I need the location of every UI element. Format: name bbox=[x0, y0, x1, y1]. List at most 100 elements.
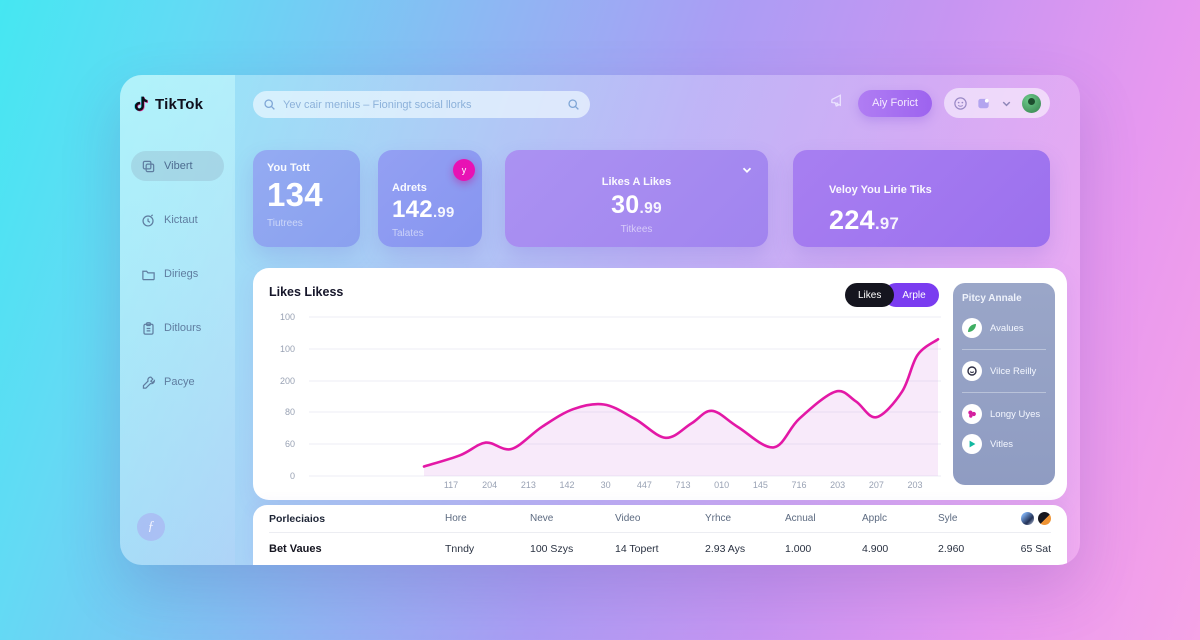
search-input[interactable] bbox=[283, 98, 560, 111]
header-actions: Aiy Forict bbox=[829, 88, 1050, 118]
leaf-icon bbox=[962, 318, 982, 338]
table-header-cell: Hore bbox=[445, 513, 467, 524]
message-icon[interactable] bbox=[976, 96, 991, 111]
panel-item-longy-uyes[interactable]: Longy Uyes bbox=[962, 399, 1046, 429]
table-header-cell bbox=[1008, 512, 1051, 525]
x-tick-label: 716 bbox=[791, 480, 807, 490]
table-cell: 65 Sat bbox=[1020, 542, 1051, 555]
search-icon bbox=[264, 99, 275, 110]
table-header-cell: Yrhce bbox=[705, 513, 732, 524]
sidebar-item-pacye[interactable]: Pacye bbox=[131, 367, 224, 397]
x-tick-label: 204 bbox=[482, 480, 498, 490]
panel-item-label: Avalues bbox=[990, 322, 1024, 334]
card-chevron-icon[interactable] bbox=[740, 163, 754, 182]
panel-item-avalues[interactable]: Avalues bbox=[962, 313, 1046, 343]
header-avatars bbox=[1008, 512, 1051, 525]
table-header-cell: Applc bbox=[862, 513, 888, 524]
flower-icon bbox=[962, 404, 982, 424]
sidebar-item-diriegs[interactable]: Diriegs bbox=[131, 259, 224, 289]
y-tick-label: 60 bbox=[284, 439, 295, 450]
table-cell: Tnndy bbox=[445, 542, 475, 555]
chart-legend-toggle: Likes Arple bbox=[845, 283, 939, 307]
card-title: You Tott bbox=[267, 162, 310, 174]
y-tick-label: 100 bbox=[279, 343, 295, 354]
x-tick-label: 203 bbox=[830, 480, 846, 490]
stats-cards: You Tott 134 Tiutrees Adrets 142.99 Talates y L… bbox=[253, 150, 1067, 247]
card-value-fraction: .99 bbox=[639, 200, 662, 217]
sidebar-item-label: Kictaut bbox=[164, 214, 198, 226]
table-cell: 1.000 bbox=[785, 542, 812, 555]
legend-pill-likes[interactable]: Likes bbox=[845, 283, 895, 307]
chevron-down-icon[interactable] bbox=[999, 96, 1014, 111]
sidebar-item-ditlours[interactable]: Ditlours bbox=[131, 313, 224, 343]
x-tick-label: 145 bbox=[752, 480, 768, 490]
y-tick-label: 100 bbox=[279, 312, 295, 322]
card-title: Veloy You Lirie Tiks bbox=[829, 184, 932, 196]
user-avatar[interactable] bbox=[1022, 93, 1041, 113]
panel-item-vilce-reilly[interactable]: Vilce Reilly bbox=[962, 356, 1046, 386]
stat-card[interactable]: Veloy You Lirie Tiks 224.97 bbox=[793, 150, 1050, 247]
x-tick-label: 203 bbox=[907, 480, 923, 490]
sidebar-item-vibert[interactable]: Vibert bbox=[131, 151, 224, 181]
table-header-cell: Neve bbox=[530, 513, 554, 524]
search-icon-right[interactable] bbox=[567, 98, 580, 111]
card-value-fraction: .99 bbox=[432, 205, 455, 221]
avatar-icon[interactable] bbox=[1038, 512, 1051, 525]
card-title: Adrets bbox=[392, 182, 427, 194]
table-card: Porleciaios Hore Neve Video Yrhce Acnual Applc… bbox=[253, 505, 1067, 565]
panel-item-label: Longy Uyes bbox=[990, 408, 1041, 420]
stat-card[interactable]: You Tott 134 Tiutrees bbox=[253, 150, 360, 247]
chart-title: Likes Likess bbox=[269, 285, 344, 299]
table-header-cell: Video bbox=[615, 513, 641, 524]
smile-icon bbox=[962, 361, 982, 381]
y-tick-label: 0 bbox=[289, 471, 295, 481]
y-tick-label: 80 bbox=[284, 407, 295, 418]
table-row[interactable]: Bet Vaues Tnndy 100 Szys 14 Topert 2.93 Ays 1… bbox=[269, 533, 1051, 564]
panel-separator bbox=[962, 392, 1046, 393]
folder-icon bbox=[141, 267, 156, 282]
x-tick-label: 117 bbox=[443, 480, 459, 490]
sidebar-item-label: Pacye bbox=[164, 376, 195, 388]
panel-item-vitles[interactable]: Vitles bbox=[962, 429, 1046, 459]
chart-area bbox=[424, 339, 938, 476]
table-cell: Bet Vaues bbox=[269, 542, 322, 555]
chart-svg bbox=[309, 316, 941, 477]
sidebar-item-label: Diriegs bbox=[164, 268, 199, 280]
table-cell: 100 Szys bbox=[530, 542, 574, 555]
x-tick-label: 207 bbox=[868, 480, 884, 490]
panel-item-label: Vilce Reilly bbox=[990, 365, 1037, 377]
card-subtitle: Tiutrees bbox=[267, 218, 303, 229]
panel-separator bbox=[962, 349, 1046, 350]
app-window: TikTok Vibert Kictaut Diriegs Ditlours Pacye… bbox=[120, 75, 1080, 565]
tiktok-logo[interactable]: TikTok bbox=[133, 95, 203, 114]
table-header-cell: Acnual bbox=[785, 513, 816, 524]
card-title: Likes A Likes bbox=[601, 176, 672, 188]
avatar-icon[interactable] bbox=[1021, 512, 1034, 525]
wrench-icon bbox=[141, 375, 156, 390]
search-bar[interactable] bbox=[253, 91, 590, 118]
sidebar-item-label: Vibert bbox=[164, 160, 193, 172]
table-cell: 4.900 bbox=[862, 542, 889, 555]
play-icon bbox=[962, 434, 982, 454]
card-value: 142.99 bbox=[392, 196, 455, 223]
ai-forict-button[interactable]: Aiy Forict bbox=[858, 89, 932, 117]
x-tick-label: 213 bbox=[520, 480, 536, 490]
face-icon[interactable] bbox=[953, 96, 968, 111]
megaphone-icon[interactable] bbox=[829, 92, 846, 114]
chart-card: Likes Likess Likes Arple 100 100 200 80 60 0 1… bbox=[253, 268, 1067, 500]
stat-card[interactable]: Adrets 142.99 Talates y bbox=[378, 150, 482, 247]
card-value: 134 bbox=[267, 176, 323, 213]
card-subtitle: Titkees bbox=[620, 224, 653, 235]
table-cell: 14 Topert bbox=[615, 542, 659, 555]
card-subtitle: Talates bbox=[392, 228, 424, 239]
x-tick-label: 713 bbox=[675, 480, 691, 490]
card-badge[interactable]: y bbox=[453, 159, 475, 181]
footer-help-button[interactable]: ƒ bbox=[137, 513, 165, 541]
clock-icon bbox=[141, 213, 156, 228]
table-cell: 2.93 Ays bbox=[705, 542, 746, 555]
sidebar-item-kictaut[interactable]: Kictaut bbox=[131, 205, 224, 235]
panel-item-label: Vitles bbox=[990, 438, 1014, 450]
clipboard-icon bbox=[141, 321, 156, 336]
x-tick-label: 30 bbox=[600, 480, 611, 490]
stat-card[interactable]: Likes A Likes 30.99 Titkees bbox=[505, 150, 768, 247]
